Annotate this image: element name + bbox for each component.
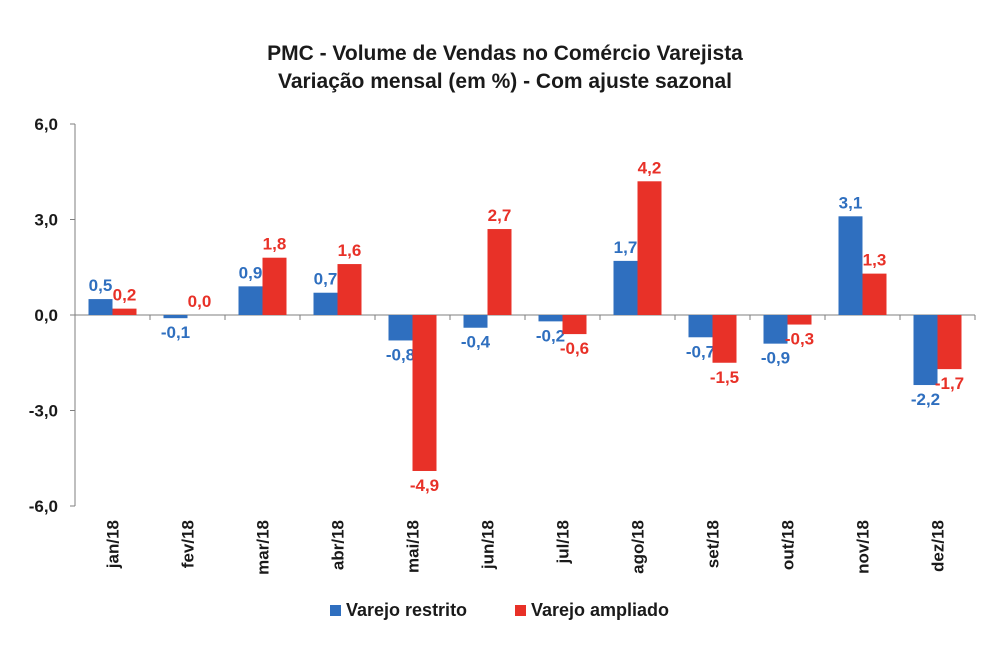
legend-label-varejo-restrito: Varejo restrito (346, 600, 467, 620)
data-label: 1,3 (863, 251, 887, 270)
bar-varejo-restrito (538, 315, 563, 322)
x-tick-label: jul/18 (554, 520, 573, 564)
x-tick-label: mai/18 (404, 520, 423, 573)
y-tick-label: 0,0 (34, 306, 58, 325)
y-tick-label: 6,0 (34, 115, 58, 134)
plot-area: 6,0 3,0 0,0 -3,0 -6,0 0,50,2 jan/18 -0,1 0,0 fev/… (29, 115, 976, 575)
legend-swatch-varejo-ampliado (515, 605, 526, 616)
data-label: 1,6 (338, 241, 362, 260)
data-label: -0,6 (560, 339, 589, 358)
x-tick-label: set/18 (704, 520, 723, 568)
bar-varejo-ampliado (112, 308, 137, 315)
data-label: -0,9 (761, 349, 790, 368)
bar-varejo-restrito (88, 299, 113, 315)
y-tick-label: -3,0 (29, 402, 58, 421)
legend-label-varejo-ampliado: Varejo ampliado (531, 600, 669, 620)
data-label: 0,0 (188, 292, 212, 311)
x-tick-label: abr/18 (329, 520, 348, 570)
bar-varejo-ampliado (562, 315, 587, 335)
data-label: 0,2 (113, 286, 137, 305)
data-label: 3,1 (839, 193, 863, 212)
bar-varejo-restrito (238, 286, 263, 315)
x-tick-label: dez/18 (929, 520, 948, 572)
bar-varejo-ampliado (412, 315, 437, 471)
bar-varejo-restrito (913, 315, 938, 386)
x-tick-label: jan/18 (104, 520, 123, 569)
bar-varejo-restrito (388, 315, 413, 341)
data-label: 4,2 (638, 158, 662, 177)
legend: Varejo restrito Varejo ampliado (330, 600, 669, 620)
data-label: -1,5 (710, 368, 739, 387)
data-label: -0,7 (686, 342, 715, 361)
data-label: 0,9 (239, 263, 263, 282)
bar-varejo-ampliado (637, 181, 662, 315)
data-label: 2,7 (488, 206, 512, 225)
y-tick-label: 3,0 (34, 211, 58, 230)
x-tick-label: fev/18 (179, 520, 198, 568)
y-tick-label: -6,0 (29, 497, 58, 516)
data-label: -0,4 (461, 333, 491, 352)
bar-varejo-ampliado (262, 257, 287, 315)
data-label: 0,5 (89, 276, 113, 295)
bar-varejo-ampliado (487, 229, 512, 315)
bar-varejo-restrito (613, 260, 638, 315)
bar-varejo-restrito (313, 292, 338, 315)
data-label: 1,8 (263, 235, 287, 254)
x-tick-label: nov/18 (854, 520, 873, 574)
data-label: -2,2 (911, 390, 940, 409)
chart-subtitle: Variação mensal (em %) - Com ajuste sazo… (278, 70, 732, 93)
x-tick-label: mar/18 (254, 520, 273, 575)
bar-varejo-restrito (763, 315, 788, 344)
data-label: 0,7 (314, 270, 338, 289)
chart-title: PMC - Volume de Vendas no Comércio Varej… (267, 42, 743, 65)
bar-varejo-ampliado (712, 315, 737, 363)
bar-varejo-ampliado (862, 273, 887, 315)
bar-varejo-restrito (463, 315, 488, 328)
data-label: -0,1 (161, 323, 190, 342)
bar-varejo-restrito (163, 315, 188, 319)
legend-swatch-varejo-restrito (330, 605, 341, 616)
data-label: -0,8 (386, 345, 415, 364)
data-label: -4,9 (410, 476, 439, 495)
x-tick-label: out/18 (779, 520, 798, 570)
data-label: 1,7 (614, 238, 638, 257)
bar-varejo-ampliado (787, 315, 812, 325)
bar-varejo-ampliado (337, 264, 362, 315)
data-label: -0,3 (785, 330, 814, 349)
bar-varejo-restrito (838, 216, 863, 315)
x-tick-label: jun/18 (479, 520, 498, 570)
data-label: -1,7 (935, 374, 964, 393)
x-tick-label: ago/18 (629, 520, 648, 574)
bar-varejo-restrito (688, 315, 713, 338)
bar-varejo-ampliado (937, 315, 962, 370)
data-label: -0,2 (536, 326, 565, 345)
